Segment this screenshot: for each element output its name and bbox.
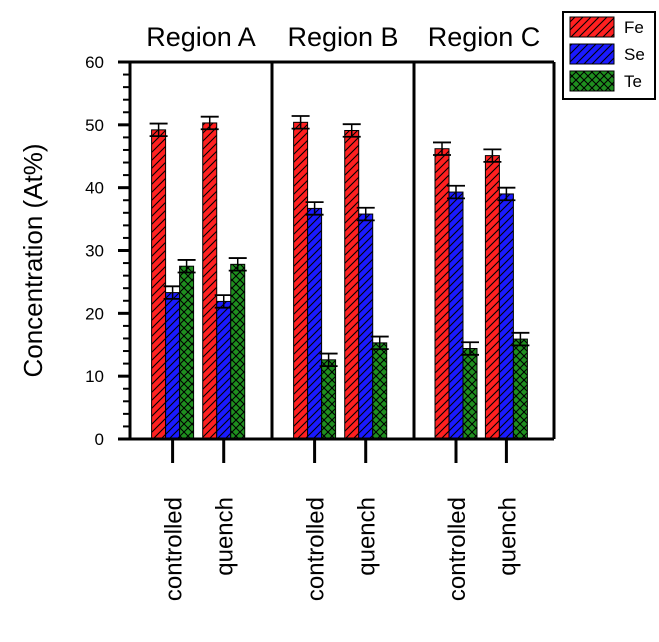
bar-te-quench bbox=[512, 338, 528, 440]
bar-se-controlled bbox=[165, 292, 181, 440]
y-tick-label: 60 bbox=[85, 53, 104, 72]
x-category-label: controlled bbox=[303, 497, 330, 601]
y-tick-label: 20 bbox=[85, 304, 104, 323]
legend-label-fe: Fe bbox=[624, 18, 644, 37]
bar-fe-quench bbox=[484, 155, 500, 440]
x-category-label: quench bbox=[494, 497, 521, 576]
bar-se-quench bbox=[498, 193, 514, 440]
bar-te-controlled bbox=[462, 348, 478, 440]
y-tick-label: 10 bbox=[85, 367, 104, 386]
bar-te-controlled bbox=[179, 265, 195, 440]
bar-fe-controlled bbox=[434, 148, 450, 440]
panel-title: Region B bbox=[287, 22, 398, 52]
legend-label-te: Te bbox=[624, 72, 642, 91]
bar-te-controlled bbox=[321, 359, 337, 440]
legend-swatch-te bbox=[569, 70, 615, 92]
bar-se-controlled bbox=[307, 207, 323, 440]
bar-fe-controlled bbox=[151, 129, 167, 440]
bar-fe-controlled bbox=[293, 121, 309, 440]
y-tick-label: 0 bbox=[95, 430, 104, 449]
legend-label-se: Se bbox=[624, 45, 645, 64]
legend: Fe Se Te bbox=[562, 11, 656, 100]
x-category-label: controlled bbox=[161, 497, 188, 601]
bar-fe-quench bbox=[344, 129, 360, 440]
y-axis-label: Concentration (At%) bbox=[18, 143, 48, 377]
panel-title: Region A bbox=[146, 22, 256, 52]
bar-se-controlled bbox=[448, 191, 464, 440]
y-tick-label: 50 bbox=[85, 116, 104, 135]
y-tick-label: 40 bbox=[85, 179, 104, 198]
legend-swatch-fe bbox=[569, 16, 615, 38]
bar-te-quench bbox=[372, 342, 388, 440]
bar-fe-quench bbox=[202, 122, 218, 440]
x-category-label: quench bbox=[354, 497, 381, 576]
x-category-label: controlled bbox=[444, 497, 471, 601]
x-category-label: quench bbox=[212, 497, 239, 576]
bar-te-quench bbox=[230, 263, 246, 440]
bar-se-quench bbox=[216, 300, 232, 440]
legend-swatch-se bbox=[569, 43, 615, 65]
bar-se-quench bbox=[358, 213, 374, 440]
y-tick-label: 30 bbox=[85, 242, 104, 261]
panel-title: Region C bbox=[428, 22, 541, 52]
